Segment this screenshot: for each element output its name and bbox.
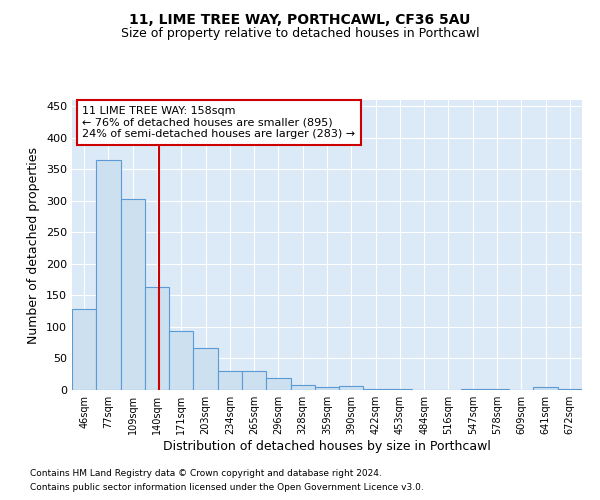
Bar (290, 385, 315, 390)
Text: Contains public sector information licensed under the Open Government Licence v3: Contains public sector information licen… (30, 484, 424, 492)
Bar (266, 378, 290, 390)
Bar (96, 160, 121, 390)
Bar (315, 387, 339, 390)
Bar (145, 287, 169, 390)
Bar (242, 371, 266, 390)
Text: Size of property relative to detached houses in Porthcawl: Size of property relative to detached ho… (121, 28, 479, 40)
X-axis label: Distribution of detached houses by size in Porthcawl: Distribution of detached houses by size … (163, 440, 491, 453)
Bar (169, 332, 193, 390)
Bar (533, 388, 558, 390)
Bar (339, 386, 364, 390)
Bar (72, 310, 96, 390)
Text: Contains HM Land Registry data © Crown copyright and database right 2024.: Contains HM Land Registry data © Crown c… (30, 468, 382, 477)
Bar (121, 199, 145, 390)
Bar (461, 388, 485, 390)
Text: 11 LIME TREE WAY: 158sqm
← 76% of detached houses are smaller (895)
24% of semi-: 11 LIME TREE WAY: 158sqm ← 76% of detach… (82, 106, 355, 139)
Bar (218, 371, 242, 390)
Bar (193, 348, 218, 390)
Y-axis label: Number of detached properties: Number of detached properties (28, 146, 40, 344)
Text: 11, LIME TREE WAY, PORTHCAWL, CF36 5AU: 11, LIME TREE WAY, PORTHCAWL, CF36 5AU (130, 12, 470, 26)
